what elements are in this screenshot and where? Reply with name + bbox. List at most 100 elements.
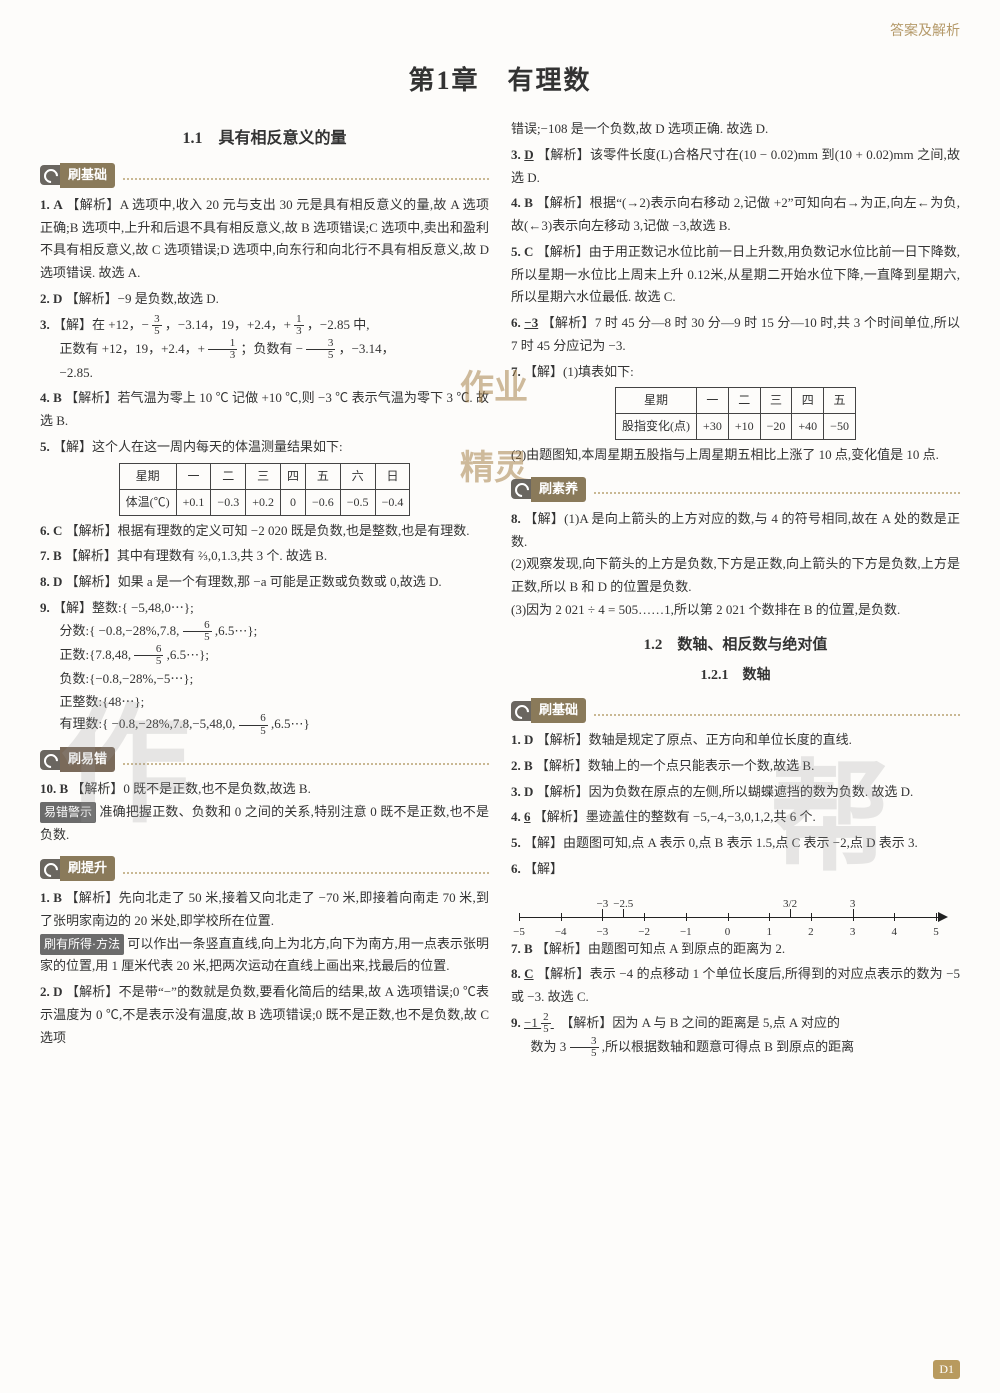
td: −50 — [824, 414, 856, 440]
t: ；负数有 − — [241, 341, 307, 356]
tag-suyang-row: 刷素养 — [511, 477, 960, 502]
explain-text: 【解析】根据有理数的定义可知 −2 020 既是负数,也是整数,也是有理数. — [66, 523, 470, 538]
prob-num: 7. — [511, 364, 521, 379]
explain-text: 【解析】不是带“−”的数就是负数,要看化简后的结果,故 A 选项错误;0 ℃表示… — [40, 984, 489, 1045]
r-3: 3. D 【解析】因为负数在原点的左侧,所以蝴蝶遮挡的数为负数. 故选 D. — [511, 781, 960, 804]
book-icon — [40, 750, 60, 770]
tick — [811, 913, 812, 921]
text: (3)因为 2 021 ÷ 4 = 505……1,所以第 2 021 个数排在 … — [511, 602, 900, 617]
dots — [594, 484, 960, 494]
prob-num: 8. — [40, 574, 50, 589]
th: 一 — [697, 388, 729, 414]
r-8: 8. C 【解析】表示 −4 的点移动 1 个单位长度后,所得到的对应点表示的数… — [511, 963, 960, 1009]
problem-3: 3. 【解】在 +12，− 35 ，−3.14，19，+2.4，+ 13 ，−2… — [40, 314, 489, 385]
dots — [123, 755, 489, 765]
td: −0.3 — [211, 489, 246, 515]
explain-text: 【解析】7 时 45 分—8 时 30 分—9 时 15 分—10 时,共 3 … — [511, 315, 960, 353]
prob-num: 6. — [40, 523, 50, 538]
explain-text: 【解析】由题图可知点 A 到原点的距离为 2. — [536, 941, 785, 956]
answer: B — [60, 781, 69, 796]
fraction: 25 — [541, 1012, 551, 1036]
tag-suyang: 刷素养 — [531, 477, 586, 502]
problem-10: 10. B 【解析】0 既不是正数,也不是负数,故选 B. 易错警示 准确把握正… — [40, 778, 489, 846]
explain-text: 【解析】0 既不是正数,也不是负数,故选 B. — [71, 781, 310, 796]
prob-num: 6. — [511, 315, 521, 330]
td: −0.5 — [340, 489, 375, 515]
explain-text: 【解析】表示 −4 的点移动 1 个单位长度后,所得到的对应点表示的数为 −5 … — [511, 966, 960, 1004]
tick-label: 4 — [892, 923, 898, 942]
tick-label: −3 — [597, 923, 609, 942]
note-text: 准确把握正数、负数和 0 之间的关系,特别注意 0 既不是正数,也不是负数. — [40, 804, 489, 842]
fraction: 65 — [183, 620, 212, 644]
prob-num: 6. — [511, 861, 521, 876]
r-5: 5. 【解】由题图可知,点 A 表示 0,点 B 表示 1.5,点 C 表示 −… — [511, 832, 960, 855]
tag-jichu-row2: 刷基础 — [511, 698, 960, 723]
prob-num: 3. — [40, 317, 50, 332]
th: 四 — [280, 463, 305, 489]
text: 正整数:{48⋯}; — [40, 691, 489, 714]
td: +0.1 — [176, 489, 211, 515]
tisheng-1: 1. B 【解析】先向北走了 50 米,接着又向北走了 −70 米,即接着向南走… — [40, 887, 489, 978]
th: 六 — [340, 463, 375, 489]
t: 正数有 +12，19，+2.4，+ — [60, 341, 209, 356]
explain-text: 【解析】A 选项中,收入 20 元与支出 30 元是具有相反意义的量,故 A 选… — [40, 197, 489, 280]
tisheng-5: 5. C 【解析】由于用正数记水位比前一日上升数,用负数记水位比前一日下降数,所… — [511, 241, 960, 309]
tisheng-2: 2. D 【解析】不是带“−”的数就是负数,要看化简后的结果,故 A 选项错误;… — [40, 981, 489, 1049]
explain-text: 【解析】数轴上的一个点只能表示一个数,故选 B. — [536, 758, 814, 773]
t: 正数:{7.8,48, — [60, 647, 135, 662]
t: ,6.5⋯}; — [167, 647, 209, 662]
text: 分数:{ −0.8,−28%,7.8, 65 ,6.5⋯}; — [40, 620, 489, 644]
prob-num: 8. — [511, 966, 521, 981]
prob-num: 4. — [511, 195, 521, 210]
tick — [894, 913, 895, 921]
explain-text: 【解】由题图可知,点 A 表示 0,点 B 表示 1.5,点 C 表示 −2,点… — [524, 835, 918, 850]
tisheng-6: 6. −3 【解析】7 时 45 分—8 时 30 分—9 时 15 分—10 … — [511, 312, 960, 358]
fraction: 65 — [134, 644, 163, 668]
answer: B — [524, 758, 533, 773]
th: 日 — [375, 463, 410, 489]
text: 【解】(1)A 是向上箭头的上方对应的数,与 4 的符号相同,故在 A 处的数是… — [511, 511, 960, 549]
td: +10 — [728, 414, 760, 440]
answer: −1 25 — [524, 1015, 554, 1030]
right-column: 错误;−108 是一个负数,故 D 选项正确. 故选 D. 3. D 【解析】该… — [511, 115, 960, 1063]
prob-num: 5. — [511, 244, 521, 259]
r-6: 6. 【解】 — [511, 858, 960, 881]
explain-text: 【解析】因为负数在原点的左侧,所以蝴蝶遮挡的数为负数. 故选 D. — [537, 784, 914, 799]
tick — [936, 913, 937, 921]
answer: B — [53, 390, 62, 405]
th: 五 — [306, 463, 341, 489]
explain-text: 【解析】其中有理数有 ⅔,0,1.3,共 3 个. 故选 B. — [65, 548, 327, 563]
th: 四 — [792, 388, 824, 414]
t: ,6.5⋯}; — [215, 623, 257, 638]
explain-text: 【解析】如果 a 是一个有理数,那 −a 可能是正数或负数或 0,故选 D. — [66, 574, 442, 589]
td: +40 — [792, 414, 824, 440]
prob-num: 3. — [511, 784, 521, 799]
table-row: 股指变化(点) +30 +10 −20 +40 −50 — [616, 414, 856, 440]
r-1: 1. D 【解析】数轴是规定了原点、正方向和单位长度的直线. — [511, 729, 960, 752]
answer: D — [53, 984, 62, 999]
marker-tick — [790, 909, 791, 917]
tisheng-7: 7. 【解】(1)填表如下: — [511, 361, 960, 384]
t: 有理数:{ −0.8,−28%,7.8,−5,48,0, — [60, 716, 239, 731]
prob-num: 10. — [40, 781, 56, 796]
text: 负数:{−0.8,−28%,−5⋯}; — [40, 668, 489, 691]
answer: D — [524, 732, 533, 747]
warn-label: 易错警示 — [40, 802, 96, 823]
explain-text: 【解】(1)填表如下: — [524, 364, 634, 379]
book-icon — [40, 165, 60, 185]
t: 分数:{ −0.8,−28%,7.8, — [60, 623, 183, 638]
th: 星期 — [616, 388, 697, 414]
number-line: −5−4−3−2−1012345−3−2.53/23 — [519, 889, 952, 935]
tisheng-4: 4. B 【解析】根据“(→2)表示向右移动 2,记做 +2”可知向右→为正,向… — [511, 192, 960, 238]
explain-text: 【解析】墨迹盖住的整数有 −5,−4,−3,0,1,2,共 6 个. — [534, 809, 816, 824]
tick-label: −5 — [513, 923, 525, 942]
t: ,所以根据数轴和题意可得点 B 到原点的距离 — [602, 1039, 854, 1054]
answer: B — [53, 890, 62, 905]
explain-text: 【解析】−9 是负数,故选 D. — [66, 291, 219, 306]
text: 有理数:{ −0.8,−28%,7.8,−5,48,0, 65 ,6.5⋯} — [40, 713, 489, 737]
th: 三 — [760, 388, 792, 414]
answer: C — [53, 523, 62, 538]
explain-text: 【解析】根据“(→2)表示向右移动 2,记做 +2”可知向右→为正,向左←为负,… — [511, 195, 960, 233]
text: ，−3.14，19，+2.4，+ — [165, 317, 294, 332]
section-title-1-2: 1.2 数轴、相反数与绝对值 — [511, 632, 960, 658]
